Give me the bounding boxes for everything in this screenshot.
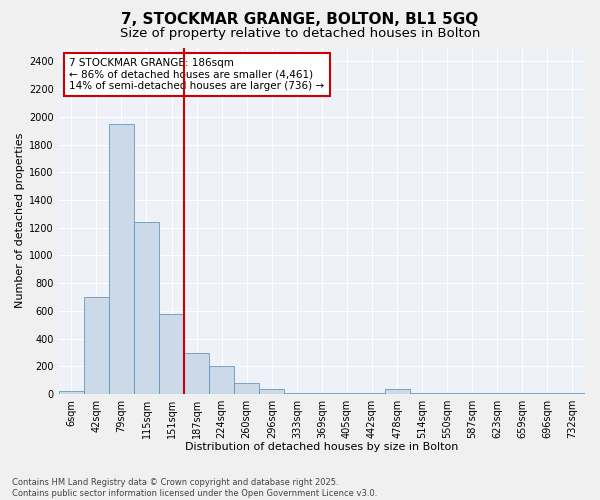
Text: Contains HM Land Registry data © Crown copyright and database right 2025.
Contai: Contains HM Land Registry data © Crown c… [12,478,377,498]
Text: 7, STOCKMAR GRANGE, BOLTON, BL1 5GQ: 7, STOCKMAR GRANGE, BOLTON, BL1 5GQ [121,12,479,28]
Bar [234,383,259,394]
Bar [259,388,284,394]
Bar [59,392,84,394]
X-axis label: Distribution of detached houses by size in Bolton: Distribution of detached houses by size … [185,442,458,452]
Bar [209,366,234,394]
Text: Size of property relative to detached houses in Bolton: Size of property relative to detached ho… [120,28,480,40]
Bar [184,352,209,394]
Text: 7 STOCKMAR GRANGE: 186sqm
← 86% of detached houses are smaller (4,461)
14% of se: 7 STOCKMAR GRANGE: 186sqm ← 86% of detac… [70,58,325,91]
Bar [385,389,410,394]
Bar [84,297,109,394]
Y-axis label: Number of detached properties: Number of detached properties [15,133,25,308]
Bar [134,222,159,394]
Bar [159,314,184,394]
Bar [109,124,134,394]
